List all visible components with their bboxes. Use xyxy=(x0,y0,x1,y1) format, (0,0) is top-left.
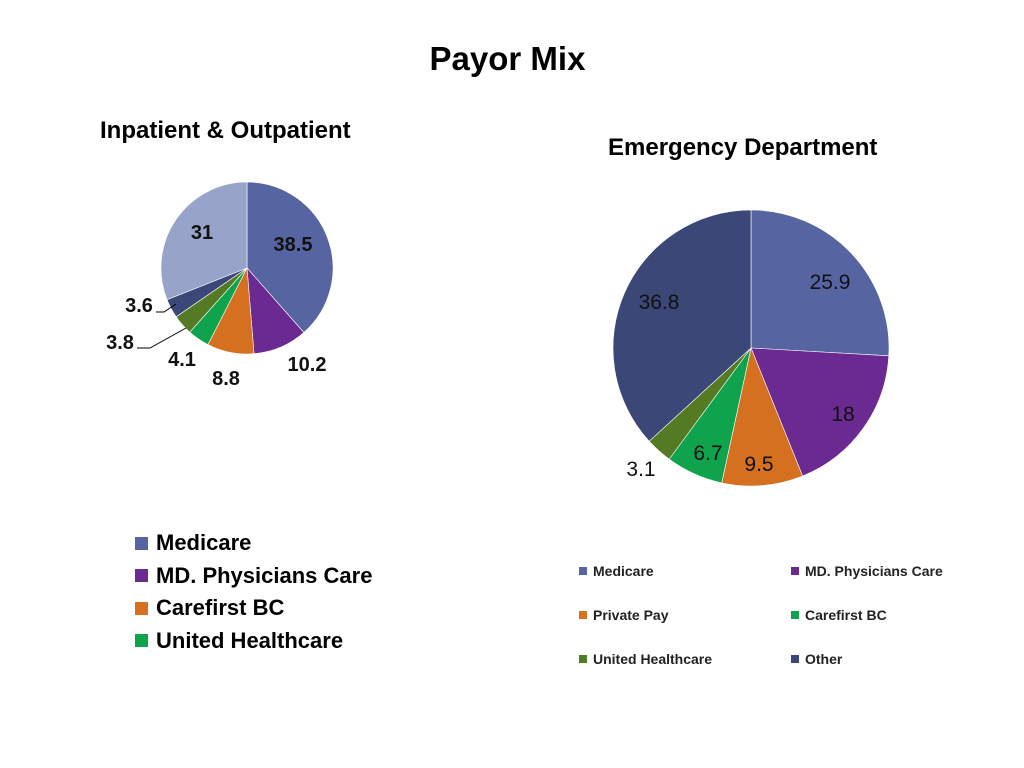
emergency-slice-5-other xyxy=(612,209,752,442)
legend-item-medicare: Medicare xyxy=(579,563,654,579)
legend-label: Medicare xyxy=(593,563,654,579)
legend-label: Carefirst BC xyxy=(805,607,887,623)
chart-title-emergency: Emergency Department xyxy=(608,134,878,161)
inpatient-data-label-3: 4.1 xyxy=(168,349,196,371)
legend-swatch xyxy=(135,634,148,648)
legend-item-md-physicians-care: MD. Physicians Care xyxy=(135,560,372,593)
legend-label: Carefirst BC xyxy=(156,595,285,621)
legend-inpatient: Medicare MD. Physicians Care Carefirst BC U… xyxy=(135,527,372,657)
inpatient-data-label-2: 8.8 xyxy=(212,368,240,390)
emergency-data-label-2: 9.5 xyxy=(744,453,773,476)
legend-item-private-pay: Private Pay xyxy=(579,607,669,623)
legend-swatch xyxy=(135,569,148,583)
legend-swatch xyxy=(791,611,799,619)
emergency-data-label-5: 36.8 xyxy=(639,291,680,314)
emergency-data-label-1: 18 xyxy=(831,403,854,426)
emergency-slice-1-md-physicians-care xyxy=(750,347,890,477)
emergency-data-label-0: 25.9 xyxy=(810,271,851,294)
legend-label: Other xyxy=(805,651,843,667)
legend-item-carefirst-bc: Carefirst BC xyxy=(135,592,372,625)
legend-item-united-healthcare: United Healthcare xyxy=(135,625,372,658)
inpatient-leader-line-5 xyxy=(156,303,177,313)
legend-label: United Healthcare xyxy=(156,627,344,653)
legend-item-medicare: Medicare xyxy=(135,527,372,560)
legend-swatch xyxy=(791,655,799,663)
legend-label: Private Pay xyxy=(593,607,669,623)
emergency-slice-2-private-pay xyxy=(721,346,804,487)
inpatient-slice-6 xyxy=(160,181,248,301)
legend-item-carefirst-bc: Carefirst BC xyxy=(791,607,887,623)
emergency-slice-0-medicare xyxy=(750,209,890,357)
inpatient-data-label-5: 3.6 xyxy=(125,295,153,317)
emergency-data-label-3: 6.7 xyxy=(693,442,722,465)
legend-swatch xyxy=(579,655,587,663)
inpatient-data-label-6: 31 xyxy=(191,222,213,244)
legend-label: Medicare xyxy=(156,530,252,556)
page-title: Payor Mix xyxy=(429,40,586,77)
legend-swatch xyxy=(579,611,587,619)
inpatient-data-label-1: 10.2 xyxy=(288,354,327,376)
legend-swatch xyxy=(135,536,148,550)
chart-title-inpatient: Inpatient & Outpatient xyxy=(100,117,351,144)
inpatient-data-label-4: 3.8 xyxy=(106,332,134,354)
legend-label: MD. Physicians Care xyxy=(156,562,373,588)
inpatient-data-label-0: 38.5 xyxy=(274,234,313,256)
inpatient-leader-line-4 xyxy=(137,327,187,349)
legend-item-md-physicians-care: MD. Physicians Care xyxy=(791,563,943,579)
legend-label: MD. Physicians Care xyxy=(805,563,943,579)
legend-item-united-healthcare: United Healthcare xyxy=(579,651,712,667)
legend-swatch xyxy=(579,567,587,575)
inpatient-slice-0-medicare xyxy=(246,181,334,333)
emergency-data-label-4: 3.1 xyxy=(626,458,655,481)
legend-swatch xyxy=(791,567,799,575)
legend-item-other: Other xyxy=(791,651,842,667)
legend-label: United Healthcare xyxy=(593,651,713,667)
legend-swatch xyxy=(135,601,148,615)
